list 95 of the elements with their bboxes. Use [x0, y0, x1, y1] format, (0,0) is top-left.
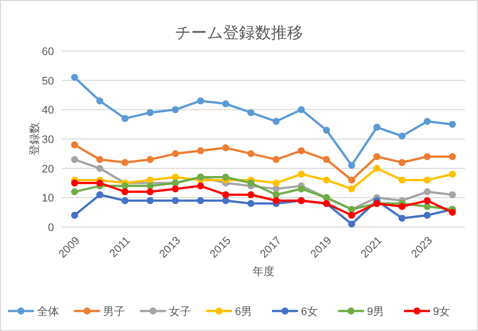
chart-title: チーム登録数推移 — [175, 25, 303, 42]
point — [424, 202, 431, 210]
point — [222, 197, 230, 204]
point — [373, 153, 380, 160]
point — [71, 180, 78, 186]
point — [71, 188, 78, 196]
point — [71, 74, 78, 81]
point — [71, 156, 78, 164]
point — [222, 191, 230, 198]
point — [348, 176, 356, 184]
point — [197, 182, 204, 190]
point — [121, 182, 128, 190]
point — [197, 97, 204, 104]
point — [424, 118, 431, 125]
point — [424, 188, 431, 196]
y-tick-label: 0 — [48, 222, 54, 234]
point — [448, 191, 456, 198]
point — [298, 106, 305, 114]
legend-label: 9男 — [367, 306, 384, 318]
legend-label: 全体 — [37, 306, 59, 318]
point — [448, 170, 456, 178]
point — [272, 156, 280, 164]
point — [398, 176, 406, 184]
point — [424, 197, 431, 204]
point — [146, 197, 154, 204]
point — [96, 97, 104, 104]
point — [448, 208, 456, 216]
point — [96, 156, 104, 164]
point — [222, 144, 230, 152]
legend-label: 男子 — [103, 306, 125, 318]
point — [146, 109, 154, 116]
point — [398, 202, 406, 210]
point — [121, 197, 128, 204]
point — [222, 100, 230, 108]
point — [348, 212, 356, 219]
point — [298, 147, 305, 154]
legend-label: 6男 — [235, 306, 252, 318]
point — [247, 191, 254, 198]
y-tick-label: 30 — [42, 134, 54, 146]
point — [398, 158, 406, 166]
point — [121, 158, 128, 166]
point — [96, 191, 104, 198]
point — [448, 153, 456, 160]
point — [146, 188, 154, 196]
point — [424, 153, 431, 160]
y-tick-label: 40 — [42, 104, 54, 117]
point — [71, 212, 78, 219]
point — [71, 141, 78, 148]
point — [322, 176, 330, 184]
point — [398, 132, 406, 140]
point — [197, 147, 204, 154]
point — [247, 200, 254, 208]
y-tick-label: 50 — [42, 75, 54, 88]
point — [348, 185, 356, 192]
x-axis-title: 年度 — [252, 265, 274, 278]
point — [348, 220, 356, 228]
point — [247, 180, 254, 186]
point — [121, 188, 128, 196]
point — [172, 197, 179, 204]
point — [247, 109, 254, 116]
point — [424, 212, 431, 219]
legend-label: 6女 — [301, 306, 318, 318]
point — [172, 185, 179, 192]
point — [222, 174, 230, 181]
point — [172, 150, 179, 158]
point — [96, 180, 104, 186]
point — [272, 197, 280, 204]
point — [96, 164, 104, 172]
point — [322, 126, 330, 134]
legend-label: 9女 — [433, 306, 450, 318]
point — [146, 156, 154, 164]
point — [424, 176, 431, 184]
point — [272, 191, 280, 198]
point — [146, 176, 154, 184]
point — [121, 114, 128, 122]
point — [146, 182, 154, 190]
point — [322, 156, 330, 164]
point — [272, 118, 280, 125]
y-tick-label: 60 — [42, 46, 54, 58]
point — [298, 170, 305, 178]
point — [272, 180, 280, 186]
y-tick-label: 10 — [42, 192, 54, 205]
point — [298, 185, 305, 192]
point — [373, 164, 380, 172]
point — [448, 120, 456, 128]
point — [348, 162, 356, 169]
point — [197, 197, 204, 204]
legend-label: 女子 — [169, 306, 191, 318]
point — [172, 106, 179, 114]
point — [172, 174, 179, 181]
point — [398, 214, 406, 222]
y-tick-label: 20 — [42, 163, 54, 176]
point — [373, 124, 380, 131]
y-axis-title: 登録数 — [29, 122, 41, 156]
point — [247, 150, 254, 158]
